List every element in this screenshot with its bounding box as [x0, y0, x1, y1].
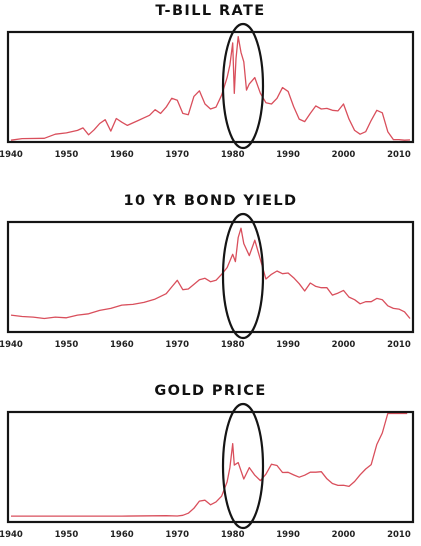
x-tick-label: 1950 — [55, 530, 79, 540]
x-tick-label: 1970 — [165, 530, 189, 540]
x-tick-label: 1990 — [276, 150, 300, 160]
highlight-ellipse — [221, 22, 265, 150]
highlight-ellipse — [221, 212, 265, 340]
chart-bond-yield: 1940 1950 1960 1970 1980 1990 2000 2010 — [0, 212, 415, 350]
x-tick-label: 2010 — [387, 340, 411, 350]
x-tick-label: 1950 — [55, 150, 79, 160]
x-tick-label: 1940 — [0, 340, 23, 350]
x-tick-label: 1980 — [221, 340, 245, 350]
x-tick-label: 1960 — [110, 150, 134, 160]
x-tick-label: 1980 — [221, 150, 245, 160]
x-tick-label: 1960 — [110, 530, 134, 540]
series-line — [10, 227, 411, 320]
highlight-ellipse — [221, 402, 265, 530]
x-tick-label: 2000 — [332, 530, 356, 540]
series-line — [10, 35, 411, 141]
plot-frame — [6, 410, 415, 524]
chart-title: 10 YR BOND YIELD — [123, 193, 298, 209]
chart-title: GOLD PRICE — [154, 383, 267, 399]
x-tick-label: 1980 — [221, 530, 245, 540]
plot-frame — [6, 30, 415, 144]
x-tick-label: 1940 — [0, 150, 23, 160]
x-tick-label: 2010 — [387, 530, 411, 540]
chart-title: T-BILL RATE — [155, 3, 266, 19]
x-tick-label: 2000 — [332, 150, 356, 160]
x-tick-label: 1990 — [276, 340, 300, 350]
x-tick-label: 2000 — [332, 340, 356, 350]
x-tick-label: 1970 — [165, 340, 189, 350]
x-tick-label: 2010 — [387, 150, 411, 160]
x-tick-label: 1990 — [276, 530, 300, 540]
x-tick-label: 1970 — [165, 150, 189, 160]
chart-tbill: 1940 1950 1960 1970 1980 1990 2000 2010 — [0, 22, 415, 160]
x-tick-label: 1960 — [110, 340, 134, 350]
chart-gold-price: 1940 1950 1960 1970 1980 1990 2000 2010 — [0, 402, 415, 540]
series-line — [11, 412, 408, 517]
x-tick-label: 1950 — [55, 340, 79, 350]
plot-frame — [6, 220, 415, 334]
x-tick-label: 1940 — [0, 530, 23, 540]
